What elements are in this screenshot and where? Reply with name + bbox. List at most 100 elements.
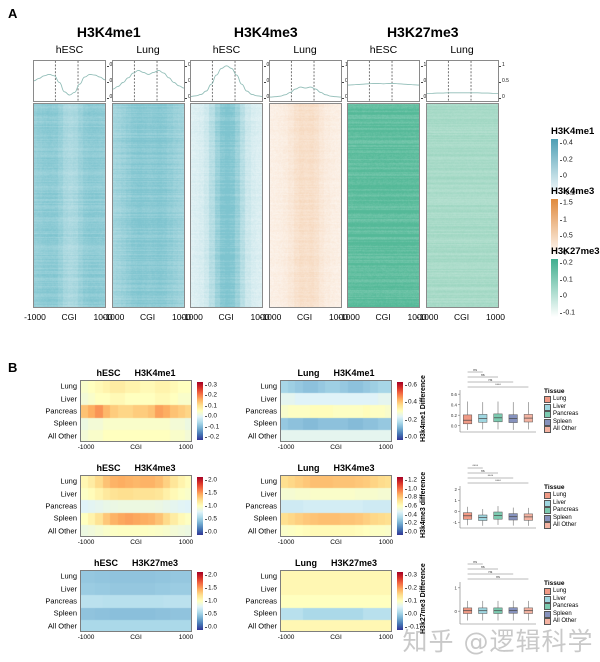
panelb-heatmap-hesc-h3k4me3: hESC H3K4me3 Lung Liver Pancreas Spleen All Ot… [45,463,238,557]
panelb-x-label: CGI [130,634,142,641]
boxplot-legend-item[interactable]: Pancreas [544,411,578,419]
panelb-x-label: 1000 [178,539,194,546]
panelb-colorscale-tick: 0.5 [208,610,218,618]
boxplot-1: H3k4me3 difference 2 1 0 -1 **** ns **** **** Tis… [420,462,592,552]
boxplot-legend-item[interactable]: Spleen [544,515,578,523]
legend-swatch-icon [544,514,551,522]
profile-tick-label: 1 [345,63,348,68]
panelb-row-label: All Other [47,526,77,536]
svg-text:-1: -1 [453,520,457,525]
boxplot-legend-item[interactable]: Pancreas [544,507,578,515]
profile-plot-5 [425,60,499,102]
legend-swatch-icon [544,492,551,500]
heatmap-4 [347,103,420,308]
panelb-sample-title: Lung [294,558,317,568]
svg-text:1: 1 [455,585,458,590]
panelb-grid [280,475,392,537]
panelb-row-label: Lung [260,571,277,581]
colorbar-tick-label: 0 [563,292,567,300]
boxplot-ylabel: H3k4me1 Difference [420,375,427,442]
x-axis-label: -1000 [338,312,360,322]
panelb-colorscale: 1.2 1.0 0.8 0.6 0.4 0.2 0.0 [397,477,431,536]
panelb-colorscale-tick: 0.0 [408,433,418,441]
panelb-x-label: -1000 [77,634,95,641]
profile-plot-4 [347,60,420,102]
boxplot-legend-label: Lung [553,588,567,595]
boxplot-legend-label: Spleen [553,418,572,425]
legend-swatch-icon [544,588,551,596]
x-axis-label: -1000 [259,312,282,322]
panelb-colorscale: 0.3 0.2 0.1 0.0 -0.1 [397,571,431,631]
panelb-grid [80,380,192,442]
panelb-colorscale-tick: 0.0 [208,528,218,536]
panelb-mark-title: H3K4me3 [134,463,176,473]
panelb-mark-title: H3K4me1 [333,368,375,378]
svg-text:****: **** [495,383,501,387]
panelb-colorscale-tick: 0.0 [208,623,218,631]
boxplot-legend: Tissue Lung Liver Pancreas Spleen All Other [544,580,578,626]
panelb-x-label: 1000 [378,444,394,451]
heatmap-0 [33,103,106,308]
panelb-mark-title: H3K4me1 [134,368,176,378]
panelb-colorscale-gradient [397,477,403,535]
panelb-colorscale: 2.0 1.5 1.0 0.5 0.0 [197,572,231,631]
panelb-colorscale-tick: 0.1 [408,597,418,605]
x-axis-3: -1000 CGI 1000 [260,312,348,324]
profile-tick-label: 0 [267,95,270,100]
panelb-row-label: All Other [47,431,77,441]
colorbar-gradient [551,139,558,197]
panelb-colorscale-tick: 0.0 [408,528,418,536]
boxplot-legend-item[interactable]: Spleen [544,419,578,427]
x-axis-label: -1000 [181,312,203,322]
svg-text:1: 1 [455,498,458,503]
boxplot-legend-item[interactable]: All Other [544,522,578,530]
panelb-row-label: Lung [60,476,77,486]
panelb-colorscale-gradient [197,572,203,630]
colorbar-tick-label: 0.2 [563,259,573,267]
sample-title-1: Lung [136,44,160,56]
boxplot-legend-item[interactable]: Liver [544,404,578,412]
panelb-row-labels: Lung Liver Pancreas Spleen All Other [34,475,77,537]
panelb-row-labels: Lung Liver Pancreas Spleen All Other [234,570,277,632]
panelb-x-label: -1000 [77,444,95,451]
boxplot-legend-item[interactable]: All Other [544,618,578,626]
panelb-x-label: CGI [130,539,142,546]
panelb-row-label: Spleen [253,608,277,618]
x-axis-label: -1000 [24,312,46,322]
panelb-mark-title: H3K4me3 [333,463,375,473]
legend-swatch-icon [544,426,551,434]
boxplot-legend-item[interactable]: Liver [544,596,578,604]
svg-text:2: 2 [455,487,458,492]
panelb-colorscale-tick: 0.0 [408,610,418,618]
panelb-x-labels: -1000 CGI 1000 [278,539,394,549]
svg-text:ns: ns [489,570,493,574]
boxplot-legend-item[interactable]: Lung [544,396,578,404]
boxplot-legend-item[interactable]: All Other [544,426,578,434]
panelb-row-labels: Lung Liver Pancreas Spleen All Other [34,380,77,442]
boxplot-legend-item[interactable]: Lung [544,492,578,500]
panelb-row-label: Lung [260,381,277,391]
profile-plot-2 [190,60,263,102]
boxplot-legend-item[interactable]: Lung [544,588,578,596]
panelb-colorscale-tick: 0.3 [408,571,418,579]
legend-swatch-icon [544,507,551,515]
boxplot-legend-label: Liver [553,499,567,506]
x-axis-label: -1000 [416,312,439,322]
colorbar-tick-label: 0.1 [563,276,573,284]
panelb-colorscale-tick: 0.8 [408,493,418,501]
panelb-colorscale-tick: 0.5 [208,515,218,523]
boxplot-legend-item[interactable]: Spleen [544,611,578,619]
heatmap-5 [425,103,499,308]
heatmap-1 [111,103,185,308]
boxplot-legend-label: Pancreas [553,411,579,418]
panelb-colorscale-tick: 1.0 [208,502,218,510]
legend-swatch-icon [544,403,551,411]
boxplot-legend-item[interactable]: Pancreas [544,603,578,611]
sample-title-2: hESC [212,44,241,56]
panelb-colorscale-gradient [397,382,403,440]
boxplot-legend-label: All Other [553,426,577,433]
panelb-row-label: Pancreas [245,596,277,606]
panelb-colorscale-tick: 1.0 [208,597,218,605]
svg-text:0.2: 0.2 [451,413,458,418]
boxplot-legend-item[interactable]: Liver [544,500,578,508]
